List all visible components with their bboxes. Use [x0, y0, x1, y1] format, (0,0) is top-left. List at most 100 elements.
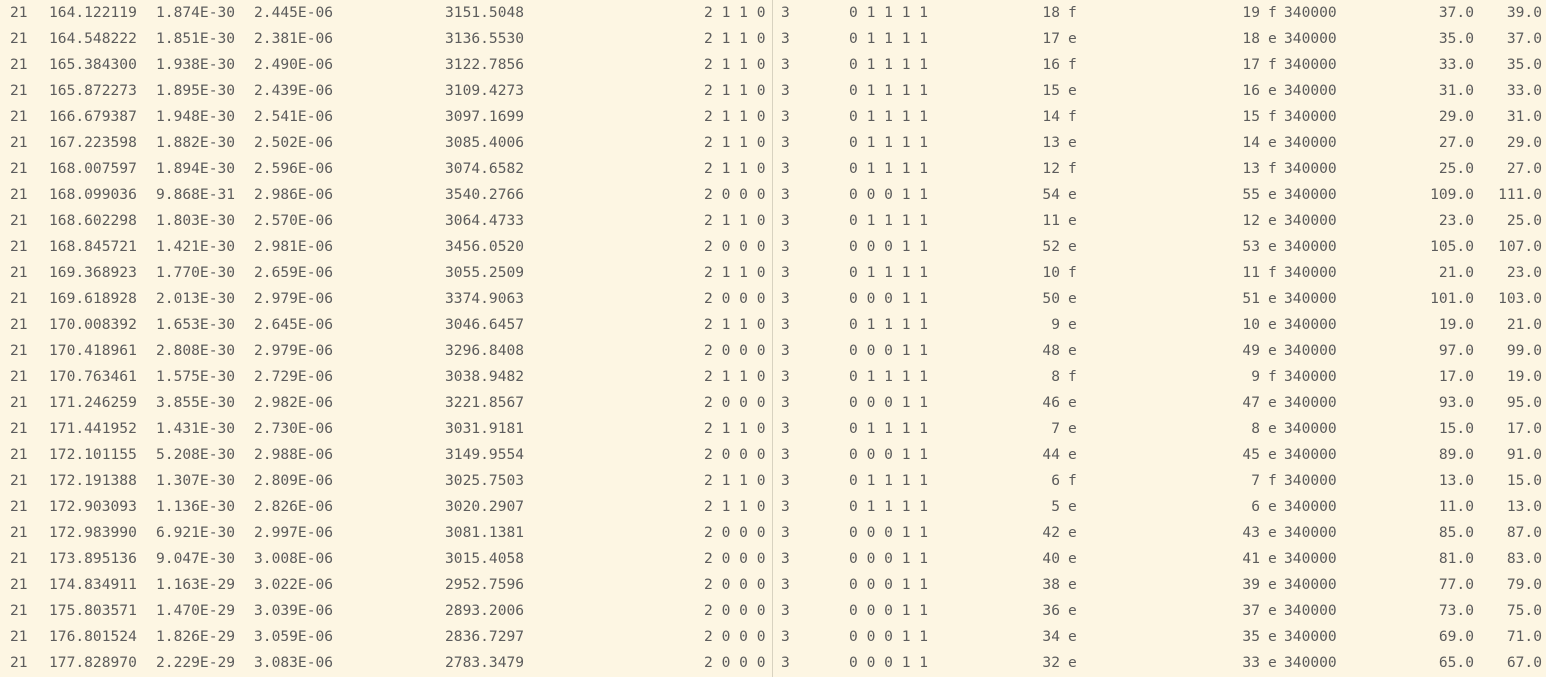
col-lower-f: 91.0 [1506, 446, 1542, 463]
col-intensity: 6.921E-30 [156, 524, 236, 541]
col-symmetry: 3 [781, 186, 790, 203]
col-upper-parity: e [1068, 30, 1077, 47]
col-upper-quanta: 2 1 1 0 [704, 30, 766, 47]
col-symmetry: 3 [781, 394, 790, 411]
col-wavenumber: 172.903093 [49, 498, 137, 515]
col-upper-j: 7 [1051, 420, 1060, 437]
col-lower-f: 99.0 [1506, 342, 1542, 359]
col-upper-parity: f [1068, 108, 1077, 125]
col-upper-parity: e [1068, 238, 1077, 255]
col-lower-f: 29.0 [1506, 134, 1542, 151]
col-code: 340000 [1284, 316, 1337, 333]
col-upper-parity: e [1068, 290, 1077, 307]
col-lower-parity: e [1268, 446, 1277, 463]
col-lower-parity: e [1268, 82, 1277, 99]
col-upper-j: 50 [1042, 290, 1060, 307]
col-wavenumber: 165.872273 [49, 82, 137, 99]
col-lower-f: 17.0 [1506, 420, 1542, 437]
col-lower-parity: e [1268, 602, 1277, 619]
text-line: 21 177.828970 2.229E-29 3.083E-06 2783.3479 2… [0, 650, 1546, 676]
col-lower-j: 16 [1242, 82, 1260, 99]
col-upper-quanta: 2 0 0 0 [704, 654, 766, 671]
col-upper-j: 32 [1042, 654, 1060, 671]
text-line: 21 170.008392 1.653E-30 2.645E-06 3046.6457 2… [0, 312, 1546, 338]
col-einstein-a: 2.730E-06 [254, 420, 334, 437]
col-upper-j: 6 [1051, 472, 1060, 489]
col-lower-quanta: 0 0 0 1 1 [849, 654, 929, 671]
col-upper-f: 25.0 [1438, 160, 1474, 177]
col-upper-parity: e [1068, 602, 1077, 619]
col-upper-quanta: 2 1 1 0 [704, 368, 766, 385]
col-wavenumber: 173.895136 [49, 550, 137, 567]
col-code: 340000 [1284, 524, 1337, 541]
col-lower-j: 7 [1251, 472, 1260, 489]
col-lower-quanta: 0 1 1 1 1 [849, 498, 929, 515]
col-lower-quanta: 0 1 1 1 1 [849, 30, 929, 47]
col-upper-parity: e [1068, 342, 1077, 359]
col-wavenumber: 175.803571 [49, 602, 137, 619]
col-lower-parity: e [1268, 394, 1277, 411]
col-index: 21 [10, 316, 28, 333]
col-upper-j: 42 [1042, 524, 1060, 541]
col-upper-parity: f [1068, 56, 1077, 73]
col-code: 340000 [1284, 550, 1337, 567]
text-line: 21 171.441952 1.431E-30 2.730E-06 3031.9181 2… [0, 416, 1546, 442]
col-einstein-a: 3.083E-06 [254, 654, 334, 671]
col-upper-quanta: 2 1 1 0 [704, 4, 766, 21]
col-lower-f: 67.0 [1506, 654, 1542, 671]
col-upper-j: 8 [1051, 368, 1060, 385]
text-line: 21 168.845721 1.421E-30 2.981E-06 3456.0520 2… [0, 234, 1546, 260]
col-upper-f: 33.0 [1438, 56, 1474, 73]
text-line: 21 165.872273 1.895E-30 2.439E-06 3109.4273 2… [0, 78, 1546, 104]
col-upper-quanta: 2 0 0 0 [704, 576, 766, 593]
col-index: 21 [10, 576, 28, 593]
col-upper-quanta: 2 0 0 0 [704, 602, 766, 619]
col-lower-quanta: 0 1 1 1 1 [849, 472, 929, 489]
col-energy: 3025.7503 [445, 472, 525, 489]
col-upper-j: 46 [1042, 394, 1060, 411]
col-upper-quanta: 2 0 0 0 [704, 524, 766, 541]
col-upper-quanta: 2 1 1 0 [704, 472, 766, 489]
col-upper-f: 105.0 [1430, 238, 1474, 255]
col-upper-parity: f [1068, 4, 1077, 21]
col-upper-quanta: 2 0 0 0 [704, 342, 766, 359]
col-upper-f: 23.0 [1438, 212, 1474, 229]
col-lower-j: 17 [1242, 56, 1260, 73]
col-lower-f: 21.0 [1506, 316, 1542, 333]
col-upper-j: 18 [1042, 4, 1060, 21]
col-upper-quanta: 2 0 0 0 [704, 446, 766, 463]
col-upper-f: 17.0 [1438, 368, 1474, 385]
col-code: 340000 [1284, 368, 1337, 385]
col-energy: 3296.8408 [445, 342, 525, 359]
col-symmetry: 3 [781, 134, 790, 151]
col-upper-j: 54 [1042, 186, 1060, 203]
col-lower-j: 47 [1242, 394, 1260, 411]
col-lower-j: 12 [1242, 212, 1260, 229]
col-index: 21 [10, 420, 28, 437]
col-upper-f: 73.0 [1438, 602, 1474, 619]
col-upper-quanta: 2 0 0 0 [704, 290, 766, 307]
text-line: 21 172.101155 5.208E-30 2.988E-06 3149.9554 2… [0, 442, 1546, 468]
col-intensity: 1.653E-30 [156, 316, 236, 333]
text-line: 21 172.903093 1.136E-30 2.826E-06 3020.2907 2… [0, 494, 1546, 520]
col-energy: 3081.1381 [445, 524, 525, 541]
col-index: 21 [10, 628, 28, 645]
col-einstein-a: 2.490E-06 [254, 56, 334, 73]
col-lower-parity: f [1268, 472, 1277, 489]
col-upper-f: 27.0 [1438, 134, 1474, 151]
col-index: 21 [10, 394, 28, 411]
col-upper-f: 109.0 [1430, 186, 1474, 203]
col-intensity: 3.855E-30 [156, 394, 236, 411]
col-upper-parity: e [1068, 316, 1077, 333]
col-upper-quanta: 2 0 0 0 [704, 628, 766, 645]
col-code: 340000 [1284, 186, 1337, 203]
col-lower-parity: e [1268, 576, 1277, 593]
col-upper-quanta: 2 1 1 0 [704, 56, 766, 73]
col-upper-j: 9 [1051, 316, 1060, 333]
col-lower-quanta: 0 0 0 1 1 [849, 628, 929, 645]
col-upper-quanta: 2 0 0 0 [704, 550, 766, 567]
col-lower-parity: e [1268, 420, 1277, 437]
col-energy: 3038.9482 [445, 368, 525, 385]
col-einstein-a: 2.439E-06 [254, 82, 334, 99]
